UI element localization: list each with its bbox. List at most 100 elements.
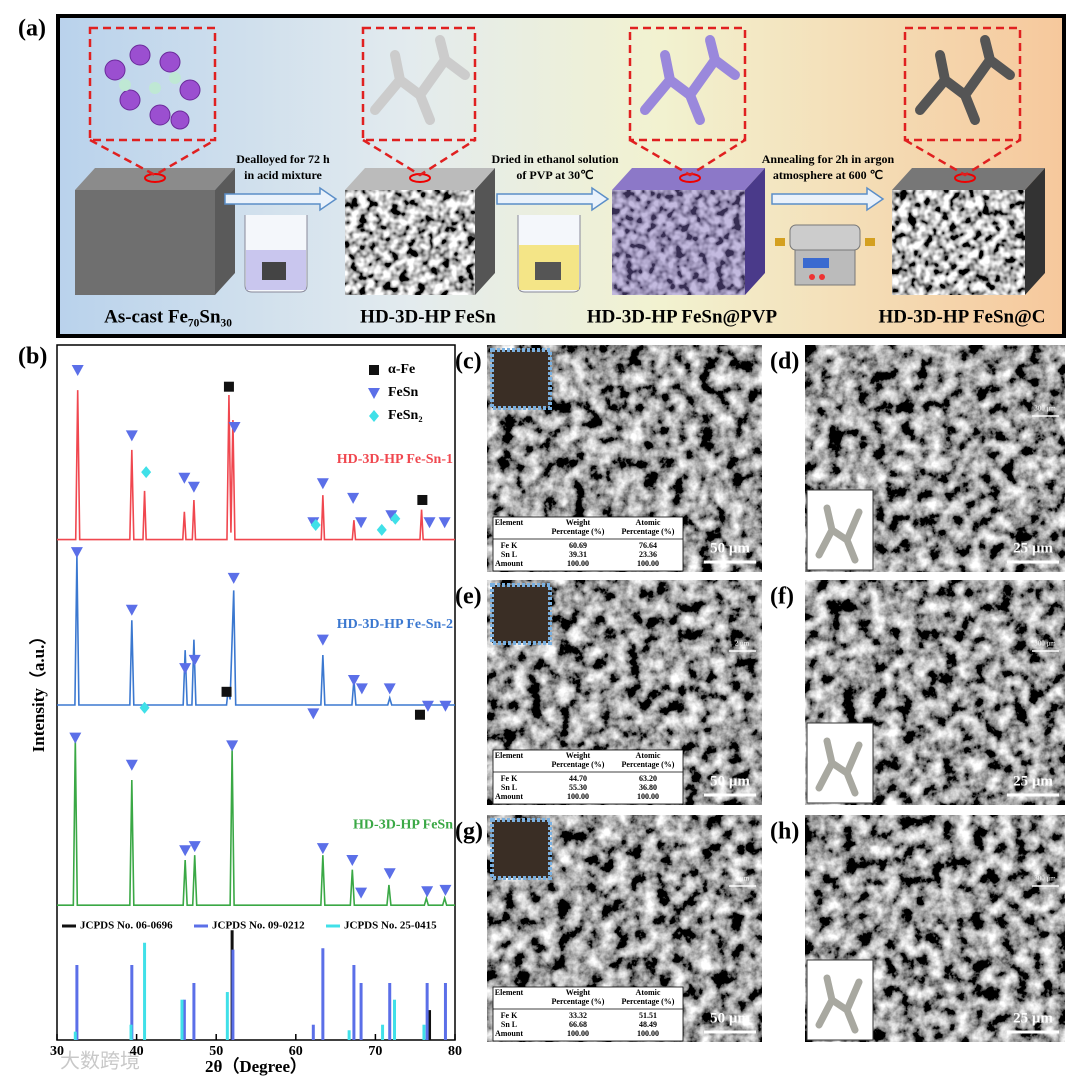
xrd-line — [57, 739, 455, 906]
table-cell: 76.64 — [639, 541, 657, 550]
phase-marker — [226, 740, 239, 752]
legend-label: JCPDS No. 09-0212 — [212, 920, 305, 932]
table-cell: Fe K — [501, 774, 518, 783]
table-cell: 100.00 — [567, 559, 589, 568]
cube — [892, 168, 1045, 295]
table-cell: 60.69 — [569, 541, 587, 550]
table-header: Percentage (%) — [552, 997, 605, 1006]
step-caption: of PVP at 30℃ — [516, 168, 593, 182]
scale-bar-label: 50 μm — [710, 773, 750, 789]
phase-marker — [439, 884, 452, 896]
legend-label: FeSn — [388, 385, 419, 400]
table-cell: Amount — [495, 792, 523, 801]
stage-label: HD-3D-HP FeSn@C — [878, 306, 1045, 327]
inset-scale-label: 300 μm — [1034, 875, 1056, 883]
scale-bar-label: 25 μm — [1013, 773, 1053, 789]
phase-marker — [355, 517, 368, 529]
table-cell: 100.00 — [637, 559, 659, 568]
phase-marker — [188, 654, 201, 666]
phase-marker — [188, 841, 201, 853]
table-header: Element — [495, 518, 524, 527]
legend-label: FeSn₂ — [388, 408, 423, 423]
eds-table — [492, 986, 684, 1042]
step-caption: Dealloyed for 72 h — [236, 152, 330, 166]
step-caption: Dried in ethanol solution — [491, 152, 618, 166]
phase-marker — [347, 492, 360, 504]
zoom-boxes — [88, 26, 1022, 177]
step-captions: Dealloyed for 72 h in acid mixture Dried… — [236, 152, 894, 182]
table-cell: Fe K — [501, 1011, 518, 1020]
inset-image — [976, 347, 1064, 423]
watermark: 大数跨境 — [60, 1049, 140, 1073]
stage-label: HD-3D-HP FeSn — [360, 306, 496, 327]
table-cell: 33.32 — [569, 1011, 587, 1020]
series-label: HD-3D-HP Fe-Sn-2 — [337, 617, 453, 632]
legend-label: α-Fe — [388, 362, 415, 377]
scale-bar-label: 25 μm — [1013, 1010, 1053, 1026]
stage-labels: As-cast Fe₇₀Sn₃₀ HD-3D-HP FeSn HD-3D-HP … — [104, 306, 1045, 327]
cube — [75, 168, 235, 295]
phase-marker — [421, 700, 434, 712]
phase-marker — [316, 843, 329, 855]
model-inset — [806, 722, 874, 804]
x-tick-label: 60 — [289, 1044, 303, 1059]
phase-marker — [346, 854, 359, 866]
table-header: Atomic — [636, 988, 661, 997]
phase-marker — [125, 604, 138, 616]
phase-marker — [310, 519, 321, 532]
y-axis-title: Intensity（a.u.） — [28, 628, 48, 753]
cube — [345, 168, 495, 295]
phase-marker — [187, 481, 200, 493]
model-inset — [806, 489, 874, 571]
table-cell: Amount — [495, 1029, 523, 1038]
table-cell: Fe K — [501, 541, 518, 550]
phase-marker — [423, 517, 436, 529]
phase-marker — [347, 674, 360, 686]
table-header: Atomic — [636, 518, 661, 527]
sample-photo — [490, 818, 552, 880]
series-label: HD-3D-HP Fe-Sn-1 — [337, 452, 453, 467]
phase-marker — [69, 732, 82, 744]
x-tick-label: 50 — [209, 1044, 223, 1059]
phase-marker — [421, 886, 434, 898]
legend-symbol — [369, 365, 379, 375]
table-cell: 63.20 — [639, 774, 657, 783]
table-cell: 100.00 — [567, 1029, 589, 1038]
legend-label: JCPDS No. 25-0415 — [344, 920, 437, 932]
table-cell: 100.00 — [637, 1029, 659, 1038]
xrd-line — [57, 554, 455, 706]
eds-table — [492, 749, 684, 805]
x-axis-title: 2θ（Degree） — [205, 1056, 307, 1076]
table-header: Percentage (%) — [622, 527, 675, 536]
table-cell: 55.30 — [569, 783, 587, 792]
equipment — [244, 215, 875, 293]
phase-marker — [70, 547, 83, 559]
sample-photo — [490, 348, 552, 410]
panel-label: (b) — [18, 344, 47, 370]
phase-marker — [383, 683, 396, 695]
table-header: Percentage (%) — [552, 527, 605, 536]
step-caption: Annealing for 2h in argon — [762, 152, 895, 166]
panel-label: (a) — [18, 16, 46, 42]
phase-marker — [438, 517, 451, 529]
phase-marker — [307, 708, 320, 720]
series-label: HD-3D-HP FeSn — [353, 817, 453, 832]
phase-marker — [178, 472, 191, 484]
scale-bar-label: 50 μm — [710, 1010, 750, 1026]
phase-marker — [179, 845, 192, 857]
phase-marker — [376, 523, 387, 536]
arrows — [224, 186, 885, 212]
table-header: Percentage (%) — [622, 760, 675, 769]
table-header: Weight — [566, 751, 591, 760]
legend-symbol — [369, 410, 379, 422]
inset-image — [673, 582, 761, 658]
phase-marker — [385, 510, 398, 522]
panel-label: (f) — [770, 584, 794, 610]
table-header: Weight — [566, 988, 591, 997]
table-cell: 66.68 — [569, 1020, 587, 1029]
stage-label: As-cast Fe₇₀Sn₃₀ — [104, 306, 232, 327]
table-cell: 100.00 — [637, 792, 659, 801]
inset-scale-label: 2 μm — [735, 875, 750, 883]
x-tick-label: 40 — [130, 1044, 144, 1059]
phase-marker — [139, 701, 150, 714]
